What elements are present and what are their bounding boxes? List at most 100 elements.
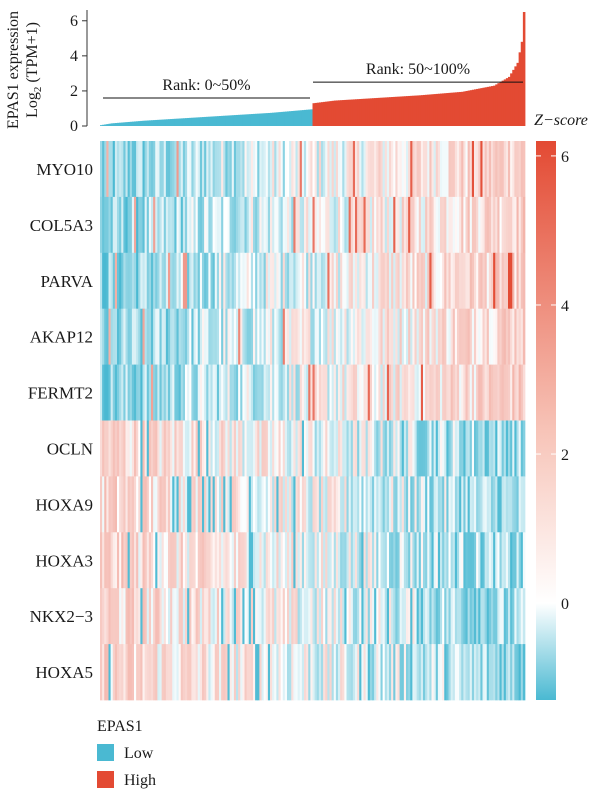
heatmap-cell (274, 364, 277, 421)
heatmap-cell (329, 476, 332, 533)
heatmap-cell (301, 308, 305, 365)
heatmap-cell (380, 420, 383, 477)
heatmap-cell (138, 141, 141, 198)
gene-label: MYO10 (36, 160, 93, 179)
heatmap-cell (191, 141, 194, 198)
heatmap-cell (295, 476, 298, 533)
expression-bar (125, 122, 129, 126)
heatmap-cell (450, 532, 454, 589)
heatmap-cell (452, 532, 456, 589)
heatmap-cell (369, 196, 373, 254)
heatmap-cell (131, 141, 135, 198)
expression-bar (348, 99, 352, 126)
heatmap-cell (386, 196, 390, 254)
heatmap-cell (429, 476, 432, 533)
heatmap-cell (178, 252, 182, 310)
heatmap-cell (170, 196, 173, 254)
heatmap-cell (138, 476, 141, 533)
heatmap-cell (440, 308, 443, 365)
heatmap-cell (155, 588, 158, 645)
heatmap-cell (518, 588, 522, 645)
heatmap-cell (480, 420, 483, 477)
heatmap-cell (516, 420, 519, 477)
heatmap-cell (516, 252, 519, 310)
heatmap-cell (408, 141, 411, 198)
heatmap-cell (195, 476, 199, 533)
heatmap-cell (265, 364, 269, 421)
heatmap-cell (403, 420, 407, 477)
heatmap-cell (352, 364, 356, 421)
heatmap-cell (140, 308, 143, 365)
heatmap-cell (168, 308, 171, 365)
heatmap-cell (191, 532, 194, 589)
heatmap-cell (461, 308, 464, 365)
heatmap-cell (178, 476, 182, 533)
heatmap-cell (391, 532, 394, 589)
heatmap-cell (318, 308, 322, 365)
heatmap-cell (267, 588, 271, 645)
heatmap-cell (129, 476, 133, 533)
heatmap-cell (414, 588, 417, 645)
heatmap-cell (123, 308, 126, 365)
heatmap-cell (495, 196, 498, 254)
heatmap-cell (231, 252, 235, 310)
expression-bar (208, 116, 211, 126)
heatmap-cell (459, 141, 462, 198)
heatmap-cell (331, 476, 335, 533)
heatmap-cell (359, 588, 362, 645)
expression-bar (325, 101, 328, 126)
heatmap-cell (204, 252, 207, 310)
heatmap-cell (514, 644, 517, 701)
heatmap-cell (395, 420, 398, 477)
heatmap-cell (420, 532, 424, 589)
heatmap-cell (199, 532, 203, 589)
heatmap-cell (505, 532, 509, 589)
heatmap-cell (308, 644, 311, 701)
heatmap-cell (100, 308, 103, 365)
heatmap-cell (159, 252, 162, 310)
expression-bar (306, 109, 309, 126)
heatmap-cell (323, 644, 326, 701)
expression-bar (465, 90, 469, 126)
heatmap-cell (474, 476, 477, 533)
heatmap-cell (457, 532, 460, 589)
heatmap-cell (378, 644, 381, 701)
heatmap-cell (408, 364, 411, 421)
heatmap-cell (284, 532, 288, 589)
colorbar-gradient (536, 141, 556, 700)
heatmap-cell (293, 420, 296, 477)
heatmap-cell (153, 476, 156, 533)
heatmap-cell (399, 420, 403, 477)
heatmap-cell (261, 196, 264, 254)
heatmap-cell (297, 364, 301, 421)
expression-bar (312, 103, 316, 126)
heatmap-cell (316, 476, 320, 533)
y-tick-label: 4 (70, 48, 78, 65)
heatmap-cell (182, 196, 186, 254)
heatmap-cell (365, 141, 369, 198)
heatmap-cell (104, 588, 107, 645)
heatmap-cell (291, 644, 294, 701)
heatmap-cell (380, 196, 383, 254)
heatmap-cell (140, 532, 143, 589)
heatmap-cell (518, 141, 522, 198)
heatmap-cell (161, 476, 165, 533)
heatmap-cell (253, 252, 256, 310)
heatmap-cell (138, 196, 141, 254)
heatmap-cell (378, 476, 381, 533)
heatmap-cell (425, 196, 428, 254)
heatmap-cell (168, 644, 171, 701)
heatmap-cell (297, 252, 301, 310)
heatmap-cell (168, 364, 171, 421)
heatmap-cell (250, 364, 254, 421)
heatmap-cell (212, 532, 216, 589)
heatmap-cell (265, 532, 269, 589)
heatmap-cell (338, 141, 341, 198)
y-axis-title-subscript: 2 (32, 87, 44, 93)
heatmap-cell (446, 308, 449, 365)
heatmap-cell (161, 588, 165, 645)
heatmap-cell (278, 532, 281, 589)
heatmap-cell (325, 420, 328, 477)
expression-bar (238, 114, 241, 126)
expression-bar (346, 99, 350, 126)
